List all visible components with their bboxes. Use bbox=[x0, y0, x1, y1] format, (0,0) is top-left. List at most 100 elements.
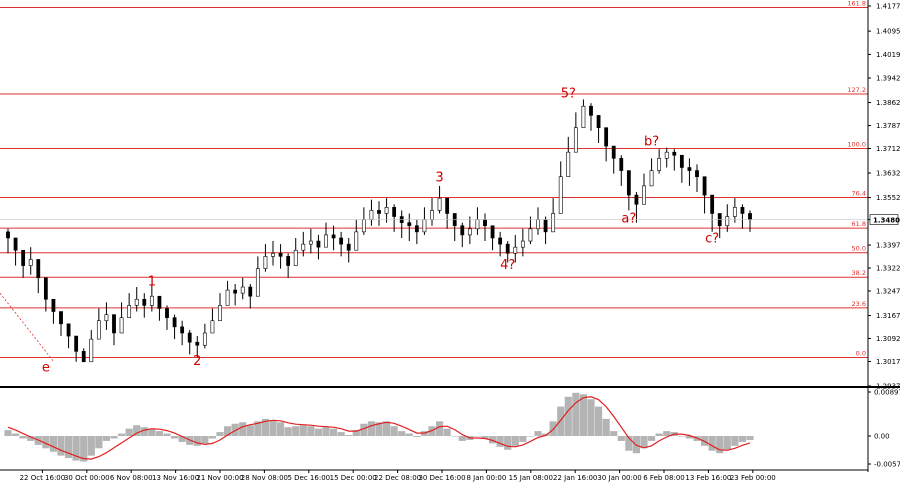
candle-body bbox=[286, 256, 291, 266]
osc-bar bbox=[155, 431, 164, 437]
osc-bar bbox=[201, 436, 209, 444]
candle-body bbox=[240, 286, 245, 294]
osc-bar bbox=[511, 436, 519, 446]
fib-label-7: 23.6 bbox=[852, 300, 866, 308]
price-tick-label-12: 1.3247 bbox=[876, 288, 900, 296]
wave-label-0: e bbox=[42, 360, 50, 375]
osc-bar bbox=[284, 427, 292, 437]
osc-bar bbox=[208, 436, 217, 439]
candle-body bbox=[498, 237, 503, 245]
price-tick-label-6: 1.3712 bbox=[876, 145, 900, 153]
time-tick-label-10: 30 Dec 16:00 bbox=[418, 474, 465, 482]
osc-bar bbox=[443, 428, 451, 437]
osc-bar bbox=[625, 436, 633, 451]
osc-bar bbox=[87, 436, 95, 456]
last-price-box bbox=[869, 214, 899, 225]
price-tick-label-16: 1.2937 bbox=[876, 383, 900, 391]
candle-body bbox=[165, 308, 169, 318]
price-tick-label-15: 1.3017 bbox=[876, 358, 900, 366]
last-price-label: 1.3480 bbox=[873, 217, 900, 225]
price-tick-label-0: 1.4177 bbox=[876, 3, 900, 11]
candle-body bbox=[293, 249, 298, 266]
candle-body bbox=[649, 170, 654, 187]
candle-body bbox=[13, 237, 18, 251]
candle-body bbox=[51, 298, 56, 312]
osc-bar bbox=[579, 394, 588, 437]
candle-body bbox=[6, 231, 10, 239]
osc-bar bbox=[375, 422, 383, 437]
osc-bar bbox=[602, 418, 610, 437]
candle-body bbox=[589, 105, 593, 116]
wave-label-4: 4? bbox=[500, 258, 515, 273]
candle-body bbox=[513, 246, 518, 254]
candle-body bbox=[210, 320, 215, 334]
price-tick-label-14: 1.3092 bbox=[876, 335, 900, 343]
osc-bar bbox=[382, 421, 391, 437]
osc-bar bbox=[504, 436, 512, 450]
price-tick-label-8: 1.3552 bbox=[876, 194, 900, 202]
time-tick-label-11: 8 Jan 00:00 bbox=[466, 474, 506, 482]
fib-label-5: 50.0 bbox=[852, 245, 866, 253]
candle-body bbox=[687, 167, 692, 171]
candle-body bbox=[172, 317, 177, 328]
osc-bar bbox=[307, 426, 315, 437]
candle-body bbox=[43, 277, 48, 300]
time-tick-label-1: 22 Oct 16:00 bbox=[20, 474, 66, 482]
osc-bar bbox=[170, 436, 179, 439]
time-tick-label-14: 30 Jan 00:00 bbox=[597, 474, 641, 482]
candle-body bbox=[437, 197, 442, 211]
osc-bar bbox=[329, 428, 338, 437]
candle-body bbox=[664, 151, 669, 159]
osc-bar bbox=[678, 436, 686, 437]
osc-bar bbox=[246, 425, 254, 437]
fib-label-8: 0.0 bbox=[856, 350, 866, 358]
candle-body bbox=[149, 295, 154, 306]
osc-bar bbox=[125, 428, 133, 437]
price-tick-label-1: 1.4095 bbox=[876, 28, 900, 36]
time-tick-label-4: 13 Nov 16:00 bbox=[152, 474, 199, 482]
osc-bar bbox=[345, 435, 353, 437]
price-tick-label-2: 1.4019 bbox=[876, 51, 900, 59]
osc-bar bbox=[716, 436, 724, 454]
osc-bar bbox=[102, 436, 111, 441]
wave-labels: e 1 2 3 4? 5? a? b? c? bbox=[42, 87, 719, 376]
osc-bar bbox=[413, 436, 421, 438]
candle-body bbox=[407, 222, 412, 227]
candle-body bbox=[202, 332, 207, 346]
candle-body bbox=[536, 219, 540, 230]
osc-bar bbox=[723, 436, 731, 450]
candle-body bbox=[36, 259, 41, 279]
price-tick-label-11: 1.3322 bbox=[876, 265, 900, 273]
osc-bar bbox=[587, 399, 595, 437]
osc-bar bbox=[398, 431, 406, 437]
osc-bar bbox=[360, 423, 368, 437]
candle-body bbox=[354, 231, 359, 251]
oscillator-panel bbox=[0, 386, 900, 462]
osc-bar bbox=[708, 436, 716, 451]
fib-label-2: 100.0 bbox=[847, 141, 866, 149]
wave-label-6: a? bbox=[621, 212, 636, 227]
candle-body bbox=[558, 176, 563, 214]
candle-body bbox=[566, 151, 571, 177]
osc-bar bbox=[49, 436, 58, 452]
candle-body bbox=[278, 253, 283, 257]
osc-bar bbox=[458, 436, 466, 441]
wave-label-3: 3 bbox=[435, 170, 443, 185]
wave-label-5: 5? bbox=[561, 87, 576, 102]
time-tick-label-9: 22 Dec 08:00 bbox=[374, 474, 421, 482]
candle-body bbox=[96, 320, 101, 340]
osc-bar bbox=[738, 436, 747, 442]
osc-bar bbox=[481, 436, 489, 439]
osc-bar bbox=[117, 433, 126, 437]
wave-label-7: b? bbox=[644, 134, 659, 149]
candle-body bbox=[263, 256, 268, 269]
price-tick-label-13: 1.3167 bbox=[876, 312, 900, 320]
time-tick-label-5: 21 Nov 00:00 bbox=[196, 474, 243, 482]
osc-bar bbox=[746, 436, 754, 440]
fib-label-3: 76.4 bbox=[852, 190, 866, 198]
trend-line-dashed bbox=[0, 292, 55, 363]
osc-bar bbox=[572, 392, 580, 437]
osc-bar bbox=[269, 420, 277, 437]
